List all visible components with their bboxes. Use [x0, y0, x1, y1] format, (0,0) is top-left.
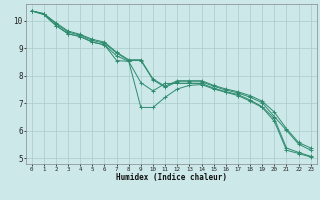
X-axis label: Humidex (Indice chaleur): Humidex (Indice chaleur)	[116, 173, 227, 182]
